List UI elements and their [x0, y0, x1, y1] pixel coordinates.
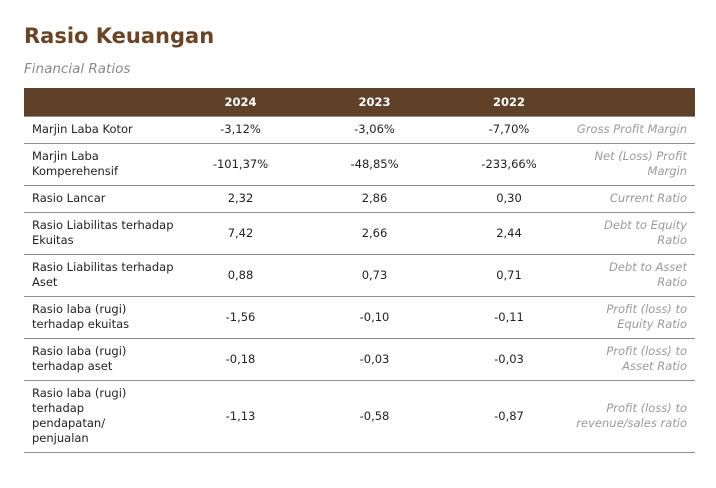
table-row: Rasio laba (rugi) terhadap aset -0,18 -0… [24, 338, 695, 381]
value-2023: -3,06% [307, 115, 442, 144]
value-2022: -0,87 [442, 380, 576, 453]
value-2022: 2,44 [442, 212, 576, 255]
row-label: Rasio laba (rugi) terhadap pendapatan/ p… [24, 380, 174, 453]
header-cell-english [576, 88, 695, 116]
table-row: Rasio Liabilitas terhadap Aset 0,88 0,73… [24, 254, 695, 297]
value-2022: -7,70% [442, 115, 576, 144]
page-subtitle: Financial Ratios [24, 61, 131, 77]
value-2023: -0,03 [307, 338, 442, 381]
page-title: Rasio Keuangan [24, 24, 215, 48]
row-label-english: Profit (loss) to Equity Ratio [576, 296, 695, 339]
row-label-english: Debt to Equity Ratio [576, 212, 695, 255]
value-2023: -0,10 [307, 296, 442, 339]
row-label: Rasio Liabilitas terhadap Ekuitas [24, 212, 174, 255]
value-2023: 0,73 [307, 254, 442, 297]
table-row: Rasio laba (rugi) terhadap ekuitas -1,56… [24, 296, 695, 339]
table-row: Marjin Laba Kotor -3,12% -3,06% -7,70% G… [24, 115, 695, 144]
value-2024: 2,32 [174, 185, 307, 213]
value-2023: -48,85% [307, 143, 442, 186]
row-label-english: Current Ratio [576, 185, 695, 213]
value-2022: -0,03 [442, 338, 576, 381]
value-2024: -1,56 [174, 296, 307, 339]
table-row: Rasio Lancar 2,32 2,86 0,30 Current Rati… [24, 185, 695, 213]
table-row: Rasio laba (rugi) terhadap pendapatan/ p… [24, 380, 695, 453]
row-label: Rasio Liabilitas terhadap Aset [24, 254, 174, 297]
row-label-english: Gross Profit Margin [576, 115, 695, 144]
row-label-english: Net (Loss) Profit Margin [576, 143, 695, 186]
row-label-english: Profit (loss) to revenue/sales ratio [576, 380, 695, 453]
value-2024: -1,13 [174, 380, 307, 453]
financial-ratios-table: 2024 2023 2022 Marjin Laba Kotor -3,12% … [24, 88, 695, 453]
row-label-english: Debt to Asset Ratio [576, 254, 695, 297]
value-2022: 0,30 [442, 185, 576, 213]
value-2023: -0,58 [307, 380, 442, 453]
row-label: Rasio Lancar [24, 185, 174, 213]
value-2024: -101,37% [174, 143, 307, 186]
table-row: Marjin Laba Komperehensif -101,37% -48,8… [24, 143, 695, 186]
value-2024: 0,88 [174, 254, 307, 297]
row-label-english: Profit (loss) to Asset Ratio [576, 338, 695, 381]
row-label: Rasio laba (rugi) terhadap ekuitas [24, 296, 174, 339]
value-2024: 7,42 [174, 212, 307, 255]
value-2024: -0,18 [174, 338, 307, 381]
row-label: Rasio laba (rugi) terhadap aset [24, 338, 174, 381]
table-header-row: 2024 2023 2022 [24, 88, 695, 116]
value-2022: -0,11 [442, 296, 576, 339]
value-2023: 2,66 [307, 212, 442, 255]
value-2022: 0,71 [442, 254, 576, 297]
value-2024: -3,12% [174, 115, 307, 144]
header-cell-2024: 2024 [174, 88, 307, 116]
value-2022: -233,66% [442, 143, 576, 186]
header-cell-label [24, 88, 174, 116]
row-label: Marjin Laba Kotor [24, 115, 174, 144]
header-cell-2022: 2022 [442, 88, 576, 116]
row-label: Marjin Laba Komperehensif [24, 143, 174, 186]
table-row: Rasio Liabilitas terhadap Ekuitas 7,42 2… [24, 212, 695, 255]
header-cell-2023: 2023 [307, 88, 442, 116]
value-2023: 2,86 [307, 185, 442, 213]
